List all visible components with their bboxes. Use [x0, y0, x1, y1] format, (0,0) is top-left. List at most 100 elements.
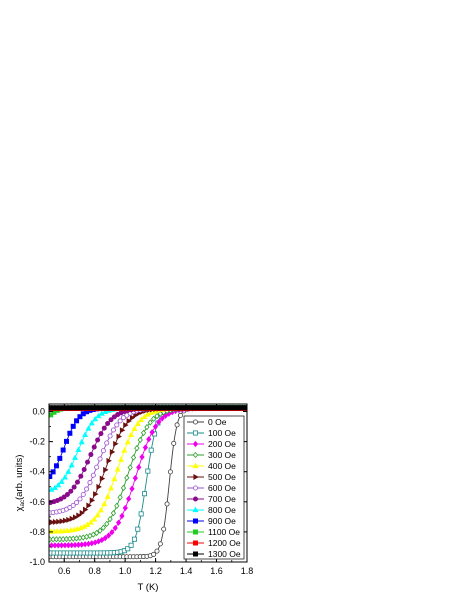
data-point-600-oe [110, 427, 116, 433]
data-point-700-oe [71, 484, 77, 490]
data-point-500-oe [83, 506, 89, 513]
data-point-800-oe [85, 425, 92, 431]
data-point-600-oe [74, 500, 80, 506]
data-point-600-oe [97, 456, 103, 462]
legend-marker-1200-oe [192, 540, 198, 546]
data-point-400-oe [131, 425, 138, 431]
x-tick-label: 1.4 [180, 566, 193, 576]
data-point-500-oe [62, 517, 69, 524]
legend-label-800-oe: 800 Oe [208, 505, 236, 515]
data-point-900-oe [70, 423, 76, 429]
data-point-200-oe [126, 495, 132, 503]
data-point-300-oe [114, 502, 120, 509]
data-point-600-oe [84, 486, 90, 492]
legend-label-0-oe: 0 Oe [208, 417, 227, 427]
data-point-200-oe [146, 436, 152, 443]
data-point-0-oe [157, 541, 163, 547]
data-point-300-oe [151, 415, 157, 423]
x-tick-label: 1.2 [149, 566, 162, 576]
data-point-700-oe [68, 488, 74, 494]
data-point-300-oe [100, 524, 106, 531]
legend-marker-700-oe [192, 496, 198, 502]
data-point-900-oe [74, 418, 80, 424]
data-point-700-oe [85, 459, 91, 465]
data-point-900-oe [64, 438, 70, 444]
data-point-600-oe [107, 433, 113, 439]
x-tick-label: 1.6 [210, 566, 223, 576]
data-point-800-oe [72, 454, 79, 460]
y-axis-label: χac(arb. units) [14, 455, 26, 512]
data-point-600-oe [80, 491, 86, 497]
data-point-400-oe [101, 500, 108, 507]
data-point-300-oe [107, 515, 113, 523]
data-point-400-oe [87, 519, 94, 525]
data-point-100-oe [148, 447, 154, 453]
y-axis-label-rest: (arb. units) [14, 455, 25, 500]
legend-marker-600-oe [192, 485, 198, 491]
data-point-200-oe [159, 415, 165, 422]
data-point-300-oe [49, 536, 53, 543]
data-point-900-oe [60, 447, 66, 453]
x-tick-label: 1.8 [241, 566, 254, 576]
data-point-600-oe [70, 502, 76, 508]
legend-label-500-oe: 500 Oe [208, 472, 236, 482]
data-point-200-oe [102, 534, 108, 542]
data-point-300-oe [110, 509, 117, 517]
data-point-100-oe [141, 491, 147, 497]
data-point-200-oe [136, 464, 142, 471]
plot-frame [48, 403, 248, 563]
data-point-600-oe [120, 415, 126, 421]
data-point-300-oe [130, 454, 137, 461]
y-tick-label: -1.0 [29, 557, 45, 567]
data-point-500-oe [93, 491, 99, 498]
data-point-900-oe [53, 463, 59, 469]
x-tick-label: 1.0 [119, 566, 132, 576]
legend-label-300-oe: 300 Oe [208, 450, 236, 460]
data-point-300-oe [97, 527, 103, 534]
data-point-800-oe [75, 446, 82, 453]
data-point-600-oe [104, 440, 110, 446]
legend-marker-800-oe [192, 506, 199, 513]
y-tick-label: -0.8 [29, 527, 45, 537]
data-point-500-oe [109, 449, 116, 455]
data-point-300-oe [94, 529, 100, 537]
data-point-0-oe [174, 422, 180, 428]
data-point-800-oe [65, 468, 72, 474]
data-point-700-oe [101, 425, 107, 431]
data-point-800-oe [58, 478, 65, 484]
legend-label-600-oe: 600 Oe [208, 483, 236, 493]
data-point-800-oe [78, 438, 85, 445]
data-point-300-oe [127, 464, 133, 471]
data-point-400-oe [124, 438, 131, 445]
data-point-200-oe [132, 474, 138, 482]
legend-label-900-oe: 900 Oe [208, 516, 236, 526]
data-point-700-oe [64, 491, 70, 497]
data-point-0-oe [161, 526, 167, 532]
legend-label-400-oe: 400 Oe [208, 461, 236, 471]
data-point-300-oe [120, 484, 127, 492]
data-point-600-oe [94, 464, 100, 470]
data-point-500-oe [79, 509, 86, 516]
data-point-400-oe [134, 420, 141, 426]
data-point-400-oe [114, 466, 121, 472]
data-point-200-oe [112, 524, 118, 532]
data-point-800-oe [51, 484, 58, 490]
data-point-500-oe [123, 422, 129, 429]
y-axis-label-sub: ac [20, 500, 26, 506]
data-point-300-oe [134, 445, 140, 452]
data-point-300-oe [137, 436, 143, 444]
data-point-400-oe [111, 475, 118, 482]
data-point-0-oe [151, 551, 157, 557]
data-point-500-oe [99, 475, 106, 482]
data-point-600-oe [90, 472, 96, 478]
data-point-700-oe [95, 437, 101, 443]
data-point-200-oe [149, 429, 155, 436]
data-point-400-oe [121, 447, 128, 453]
data-point-500-oe [49, 519, 55, 526]
data-point-700-oe [111, 414, 117, 420]
data-point-100-oe [125, 546, 131, 552]
data-point-200-oe [55, 542, 61, 549]
data-point-800-oe [92, 415, 99, 422]
